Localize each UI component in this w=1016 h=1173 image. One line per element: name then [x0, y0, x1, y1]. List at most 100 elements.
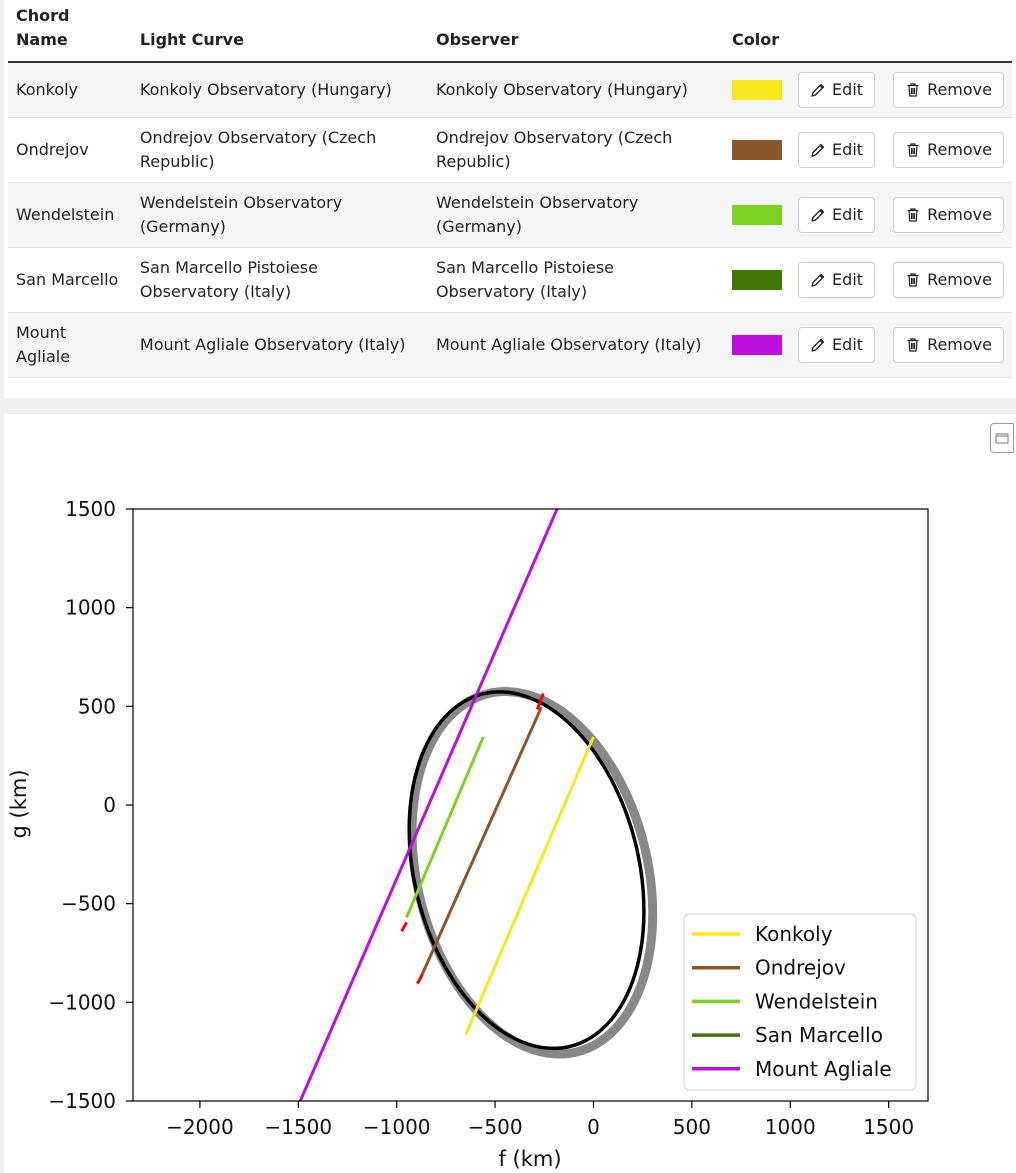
observer: Konkoly Observatory (Hungary) — [435, 79, 688, 99]
header-remove — [885, 0, 1012, 63]
y-tick-label: 500 — [78, 694, 116, 718]
pencil-icon — [811, 143, 825, 157]
header-light-curve-label: Light Curve — [139, 30, 244, 49]
pencil-icon — [811, 83, 825, 97]
trash-icon — [907, 83, 919, 97]
edit-button-label: Edit — [832, 139, 864, 159]
chord-name: San Marcello — [16, 269, 119, 289]
observer: Mount Agliale Observatory (Italy) — [435, 334, 702, 354]
cell-observer: Konkoly Observatory (Hungary) — [427, 62, 725, 118]
cell-color — [724, 312, 791, 378]
header-chord-name: Chord Name — [8, 0, 132, 63]
light-curve: Ondrejov Observatory (Czech Republic) — [139, 127, 377, 171]
edit-button-label: Edit — [832, 269, 864, 289]
chord-plot: −2000 −1500 −1000 −500 0 500 1000 1500 −1500 −10… — [7, 497, 929, 1171]
chord-name: Ondrejov — [16, 139, 89, 159]
remove-button[interactable]: Remove — [893, 131, 1004, 168]
cell-light-curve: Konkoly Observatory (Hungary) — [131, 62, 428, 118]
cell-chord-name: Ondrejov — [8, 117, 132, 183]
remove-button-label: Remove — [927, 269, 992, 289]
x-tick-label: 0 — [587, 1115, 600, 1139]
remove-button-label: Remove — [927, 79, 992, 99]
remove-button[interactable]: Remove — [893, 261, 1004, 298]
legend-label: Mount Agliale — [755, 1057, 892, 1081]
cell-edit: Edit — [790, 312, 886, 378]
cell-observer: Mount Agliale Observatory (Italy) — [427, 312, 725, 378]
header-observer: Observer — [427, 0, 725, 63]
pencil-icon — [811, 273, 825, 287]
legend-label: San Marcello — [755, 1023, 883, 1047]
color-swatch — [732, 140, 783, 160]
table-body: Konkoly Konkoly Observatory (Hungary) Konk… — [8, 62, 1012, 378]
cell-color — [724, 117, 791, 183]
y-tick-label: −1500 — [48, 1089, 116, 1113]
chord-error-bar — [535, 692, 545, 710]
pencil-icon — [811, 338, 825, 352]
color-swatch — [732, 80, 783, 101]
remove-button[interactable]: Remove — [893, 196, 1004, 233]
cell-observer: Ondrejov Observatory (Czech Republic) — [427, 117, 725, 183]
edit-button[interactable]: Edit — [798, 196, 876, 233]
chart-legend: Konkoly Ondrejov Wendelstein San Marcello Mo… — [683, 913, 917, 1091]
remove-button-label: Remove — [927, 334, 992, 354]
cell-light-curve: Mount Agliale Observatory (Italy) — [131, 312, 428, 378]
cell-light-curve: Wendelstein Observatory (Germany) — [131, 182, 428, 248]
x-tick-label: 1500 — [863, 1115, 914, 1139]
header-color-label: Color — [732, 30, 780, 49]
cell-remove: Remove — [885, 117, 1012, 183]
edit-button[interactable]: Edit — [798, 326, 876, 363]
chord-name: Mount Agliale — [16, 322, 71, 366]
edit-button-label: Edit — [832, 79, 864, 99]
cell-edit: Edit — [790, 62, 886, 118]
remove-button[interactable]: Remove — [893, 326, 1004, 363]
chord-name: Wendelstein — [16, 204, 115, 224]
cell-chord-name: Mount Agliale — [8, 312, 132, 378]
cell-remove: Remove — [885, 247, 1012, 313]
trash-icon — [907, 207, 919, 222]
chord-line-mount-agliale — [298, 509, 559, 1101]
remove-button[interactable]: Remove — [893, 71, 1004, 108]
observer: San Marcello Pistoiese Observatory (Ital… — [435, 257, 615, 301]
edit-button[interactable]: Edit — [798, 71, 876, 108]
x-tick-label: −2000 — [166, 1115, 234, 1139]
remove-button-label: Remove — [927, 204, 992, 224]
window-icon — [995, 433, 1009, 444]
table-row: Ondrejov Ondrejov Observatory (Czech Repu… — [8, 117, 1012, 183]
header-light-curve: Light Curve — [131, 0, 428, 63]
legend-label: Konkoly — [755, 922, 833, 946]
table-row: Wendelstein Wendelstein Observatory (Germ… — [8, 182, 1012, 248]
cell-remove: Remove — [885, 312, 1012, 378]
edit-button[interactable]: Edit — [798, 261, 876, 298]
edit-button-label: Edit — [832, 334, 864, 354]
remove-button-label: Remove — [927, 139, 992, 159]
header-color: Color — [724, 0, 791, 63]
cell-light-curve: San Marcello Pistoiese Observatory (Ital… — [131, 247, 428, 313]
x-tick-label: 1000 — [765, 1115, 816, 1139]
observer: Ondrejov Observatory (Czech Republic) — [435, 127, 673, 171]
cell-chord-name: Wendelstein — [8, 182, 132, 248]
color-swatch — [732, 270, 783, 290]
y-axis-label: g (km) — [7, 769, 31, 838]
trash-icon — [907, 142, 919, 157]
chord-line-konkoly — [464, 736, 595, 1036]
cell-color — [724, 247, 791, 313]
header-observer-label: Observer — [435, 30, 519, 49]
x-tick-label: −500 — [468, 1115, 523, 1139]
table-row: Konkoly Konkoly Observatory (Hungary) Konk… — [8, 62, 1012, 118]
chord-name: Konkoly — [16, 79, 79, 99]
cell-remove: Remove — [885, 62, 1012, 118]
chord-line-wendelstein — [405, 736, 485, 919]
light-curve: Wendelstein Observatory (Germany) — [139, 192, 343, 236]
y-tick-label: 0 — [103, 793, 116, 817]
chord-error-bar — [400, 921, 408, 933]
y-tick-label: 1500 — [65, 497, 116, 521]
edit-button[interactable]: Edit — [798, 131, 876, 168]
y-tick-label: 1000 — [65, 596, 116, 620]
cell-edit: Edit — [790, 247, 886, 313]
plot-toolbar-button[interactable] — [990, 423, 1014, 453]
pencil-icon — [811, 208, 825, 222]
header-edit — [790, 0, 886, 63]
x-tick-label: −1000 — [363, 1115, 431, 1139]
trash-icon — [907, 272, 919, 287]
y-tick-label: −500 — [61, 892, 116, 916]
